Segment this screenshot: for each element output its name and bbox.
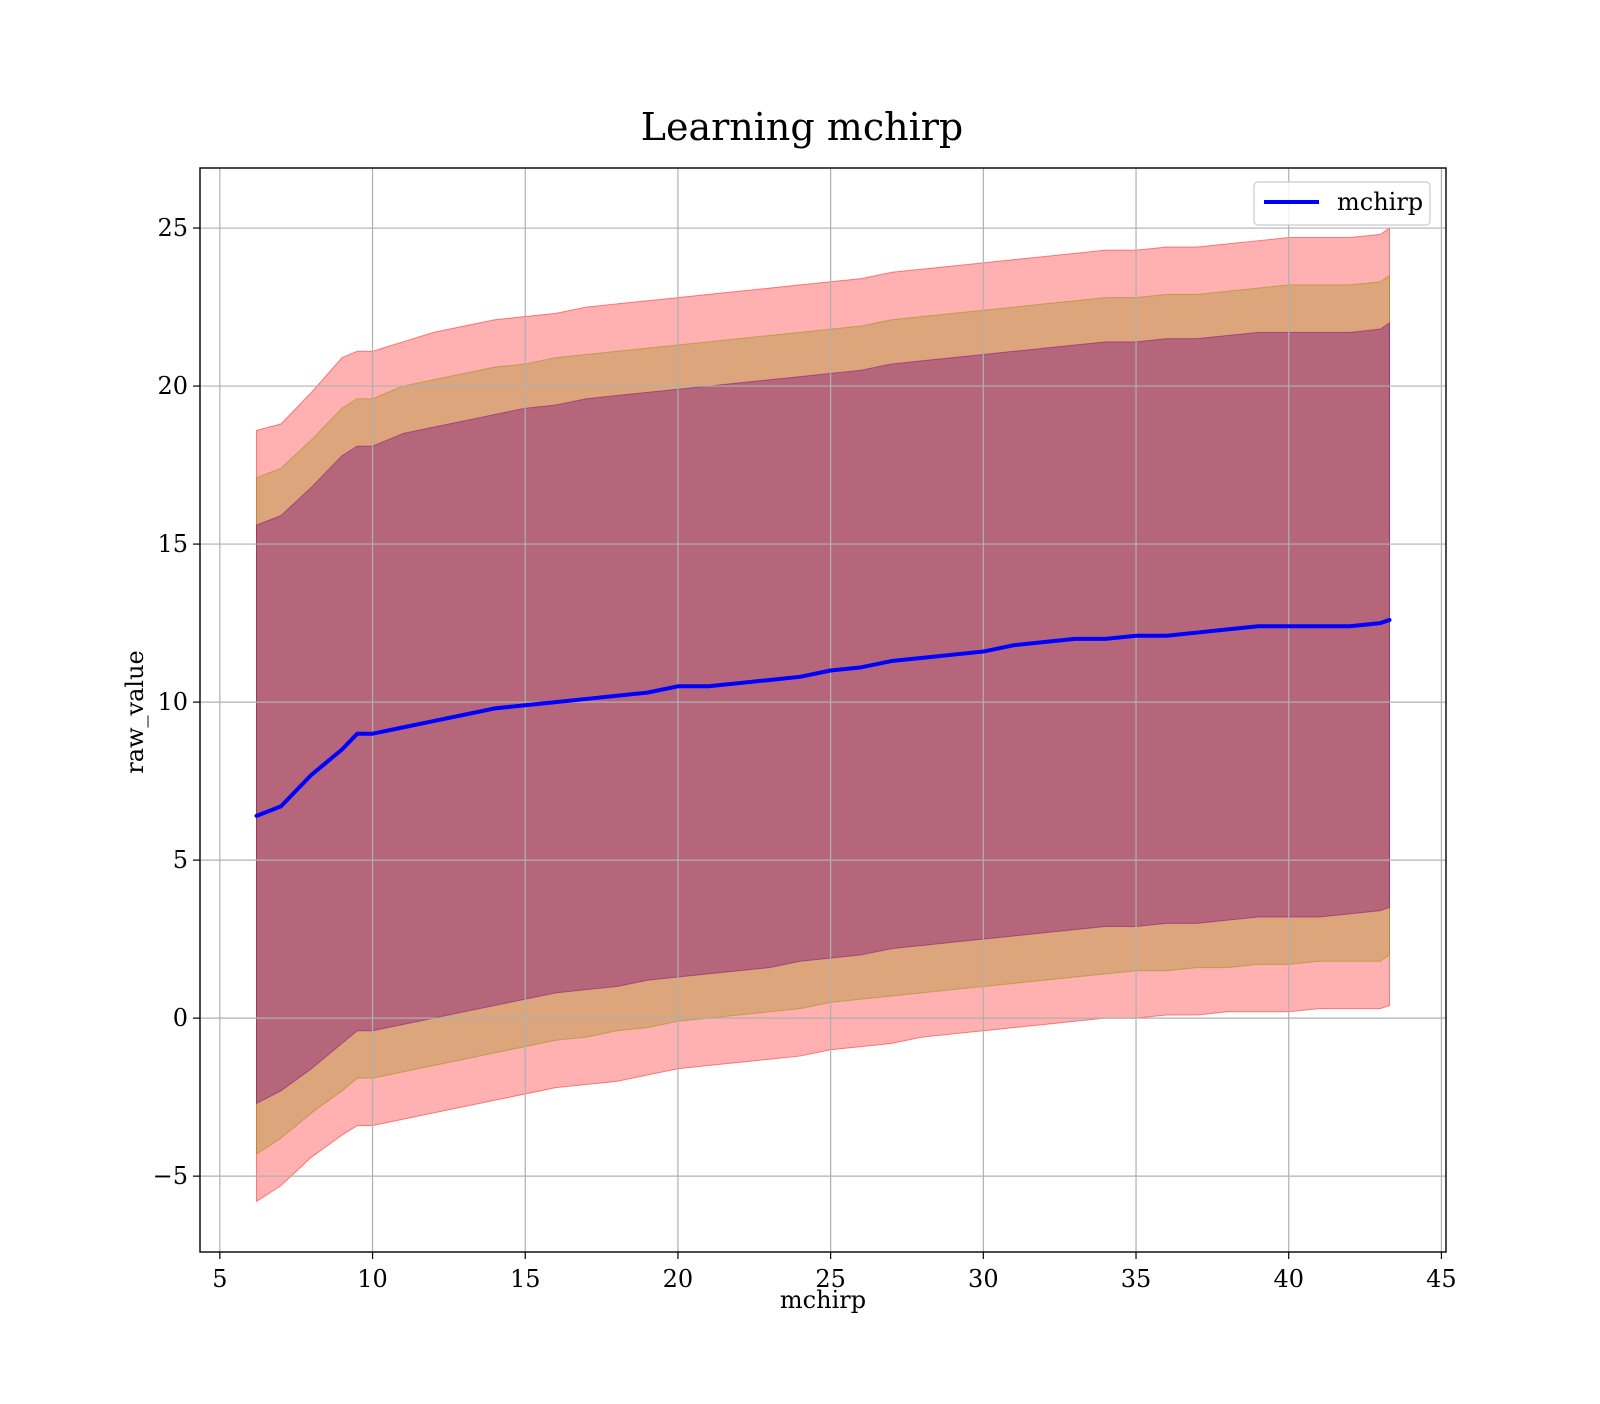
plot-frame xyxy=(199,167,1447,1253)
plot-area xyxy=(199,167,1447,1253)
x-tick-label: 25 xyxy=(815,1265,846,1293)
x-tick-label: 35 xyxy=(1121,1265,1152,1293)
x-tick-label: 30 xyxy=(968,1265,999,1293)
x-tick-label: 5 xyxy=(212,1265,227,1293)
band-inner xyxy=(256,321,1390,1105)
x-tick-label: 10 xyxy=(357,1265,388,1293)
chart-title: Learning mchirp xyxy=(641,105,963,149)
line-layer xyxy=(254,617,1392,818)
bands-layer xyxy=(256,227,1390,1203)
legend: mchirp xyxy=(1253,181,1431,226)
series-line-mchirp xyxy=(254,617,1392,818)
x-tick-label: 15 xyxy=(510,1265,541,1293)
y-tick-label: 20 xyxy=(157,372,188,400)
y-tick-label: 5 xyxy=(173,846,188,874)
x-tick-label: 45 xyxy=(1426,1265,1457,1293)
x-axis-label: mchirp xyxy=(780,1286,866,1314)
grid-layer xyxy=(200,168,1446,1252)
y-axis-label: raw_value xyxy=(121,650,149,774)
legend-frame xyxy=(1253,181,1431,226)
y-tick-label: 15 xyxy=(157,530,188,558)
legend-label-mchirp: mchirp xyxy=(1337,188,1423,216)
y-tick-label: −5 xyxy=(153,1162,188,1190)
x-tick-label: 20 xyxy=(663,1265,694,1293)
plot-background xyxy=(200,168,1446,1252)
y-tick-label: 25 xyxy=(157,214,188,242)
x-tick-label: 40 xyxy=(1273,1265,1304,1293)
band-middle xyxy=(256,274,1390,1155)
y-tick-label: 0 xyxy=(173,1004,188,1032)
y-tick-label: 10 xyxy=(157,688,188,716)
y-axis-ticks: −5 0 5 10 15 20 25 xyxy=(153,214,200,1190)
band-outer xyxy=(256,227,1390,1203)
x-axis-ticks: 5 10 15 20 25 30 35 40 45 xyxy=(212,1252,1457,1293)
